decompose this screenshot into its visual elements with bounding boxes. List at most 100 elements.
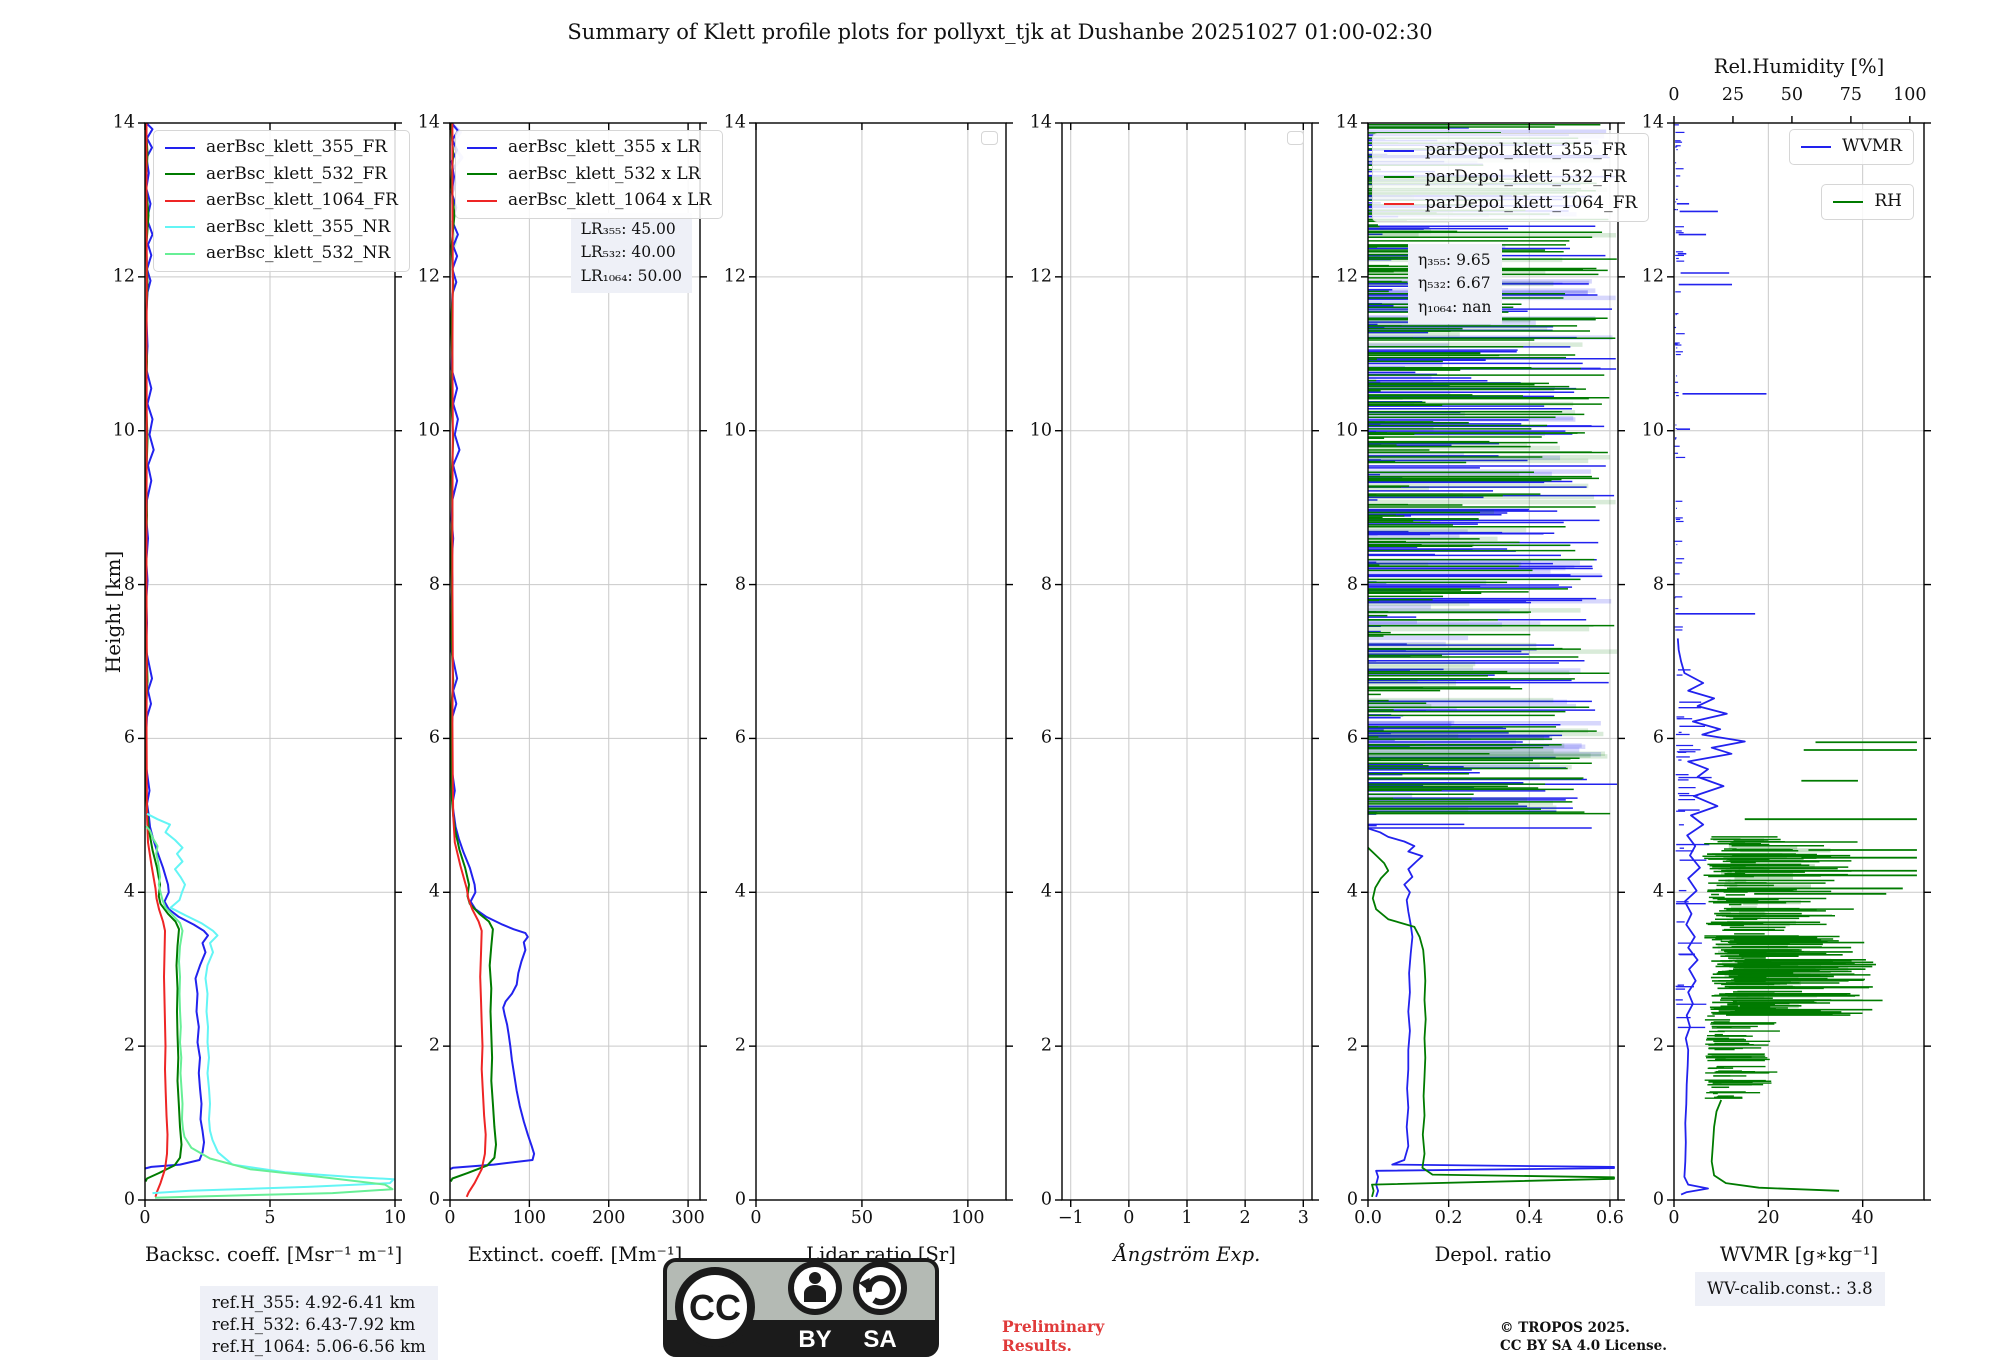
tick-marks	[138, 122, 402, 1207]
y-tick-label: 0	[734, 1189, 746, 1210]
top-axis-tick-label: 25	[1721, 85, 1745, 105]
annotation-line: LR₁₀₆₄: 50.00	[580, 266, 682, 285]
legend-extinct-0: aerBsc_klett_355 x LR aerBsc_klett_532 x …	[455, 130, 724, 219]
top-axis-tick-label: 100	[1893, 85, 1927, 105]
y-tick-label: 10	[1641, 419, 1664, 440]
y-tick-label: 14	[417, 112, 440, 133]
top-axis-tick-label: 50	[1780, 85, 1804, 105]
x-tick-label: 100	[951, 1208, 985, 1228]
y-tick-label: 0	[1652, 1189, 1664, 1210]
y-tick-label: 2	[1040, 1035, 1052, 1056]
x-tick-label: 0.4	[1515, 1208, 1544, 1228]
legend-line-sample	[467, 146, 497, 149]
gridlines	[756, 123, 1006, 1200]
y-tick-label: 0	[123, 1189, 135, 1210]
tick-marks	[443, 122, 707, 1207]
legend-item-label: aerBsc_klett_532_NR	[206, 243, 391, 264]
y-tick-label: 12	[112, 266, 135, 287]
y-tick-label: 10	[417, 419, 440, 440]
y-tick-label: 4	[428, 881, 440, 902]
wvmr-noise-high	[1674, 124, 1686, 631]
x-tick-label: 2	[1239, 1208, 1251, 1228]
annotation-depol: η₃₅₅: 9.65 η₅₃₂: 6.67 η₁₀₆₄: nan	[1408, 244, 1502, 324]
y-tick-label: 14	[112, 112, 135, 133]
y-tick-label: 6	[1652, 727, 1664, 748]
x-tick-label: 0	[1123, 1208, 1135, 1228]
y-tick-label: 4	[1040, 881, 1052, 902]
panel-angstrom: 0 2 4 6 8 10 12 14 −1 0 1 2 3 Ångström Exp.	[1030, 114, 1319, 1266]
x-tick-label: 0.2	[1434, 1208, 1463, 1228]
panel-extinct: 0 2 4 6 8 10 12 14 0 100 200 300 Extinct. coeff. [Mm…	[418, 114, 724, 1266]
plot-canvas-lidar-ratio	[749, 122, 1013, 1207]
cc-sa-label: SA	[863, 1326, 896, 1353]
depol-532-noise-long	[1368, 123, 1617, 815]
y-tick-label: 2	[1346, 1035, 1358, 1056]
ref-h-355: ref.H_355: 4.92-6.41 km	[212, 1293, 416, 1312]
series-parDepol_klett_355_FR	[1367, 827, 1615, 1198]
axes-spines	[449, 122, 701, 1201]
legend-empty-angstrom	[1287, 131, 1304, 145]
axes-spines	[1367, 122, 1619, 1201]
x-tick-label: 1	[1181, 1208, 1193, 1228]
y-tick-label: 10	[112, 419, 135, 440]
legend-item-label: aerBsc_klett_355_NR	[206, 216, 391, 237]
series-RH-base	[1710, 1099, 1840, 1192]
plot-canvas-wvmr	[1667, 116, 1931, 1207]
panel-wvmr: 0 2 4 6 8 10 12 14 0 20 40 WVMR [g∗kg⁻¹] 0 25 50 75 100 R…	[1642, 55, 1931, 1266]
y-tick-label: 4	[1652, 881, 1664, 902]
legend-line-sample	[165, 226, 195, 229]
y-tick-label: 0	[1346, 1189, 1358, 1210]
legend-line-sample	[467, 199, 497, 202]
series-aerBsc_klett_1064_FR	[145, 123, 169, 1198]
legend-line-sample	[1384, 149, 1414, 152]
y-tick-label: 12	[1029, 266, 1052, 287]
legend-wvmr-1: RH	[1821, 184, 1914, 220]
tick-marks	[749, 122, 1013, 1207]
annotation-line: LR₅₃₂: 40.00	[580, 243, 676, 262]
legend-item-label: RH	[1874, 191, 1902, 211]
legend-backsc-0: aerBsc_klett_355_FR aerBsc_klett_532_FR ae…	[153, 130, 410, 272]
x-tick-label: 0	[139, 1208, 151, 1228]
y-tick-label: 4	[1346, 881, 1358, 902]
y-tick-label: 14	[1335, 112, 1358, 133]
legend-line-sample	[1384, 202, 1414, 205]
annotation-line: η₁₀₆₄: nan	[1418, 297, 1492, 316]
x-axis-label-wvmr: WVMR [g∗kg⁻¹]	[1719, 1243, 1879, 1266]
y-tick-label: 10	[723, 419, 746, 440]
panel-backsc: 0 2 4 6 8 10 12 14 0 5 10 Backsc. coeff. [Msr⁻¹ m⁻¹…	[113, 114, 410, 1266]
legend-item-aerBsc_klett_355_FR: aerBsc_klett_355_FR	[165, 137, 398, 158]
legend-depol-0: parDepol_klett_355_FR parDepol_klett_532_…	[1372, 133, 1650, 222]
y-tick-label: 2	[428, 1035, 440, 1056]
x-tick-label: 50	[850, 1208, 874, 1228]
tropos-copyright: © TROPOS 2025. CC BY SA 4.0 License.	[1500, 1320, 1667, 1355]
panel-lidar-ratio: 0 2 4 6 8 10 12 14 0 50 100 Lidar ratio [Sr]	[724, 114, 1013, 1266]
y-tick-label: 6	[1346, 727, 1358, 748]
y-tick-label: 0	[428, 1189, 440, 1210]
x-tick-label: 10	[383, 1208, 407, 1228]
series-parDepol_klett_532_FR	[1367, 847, 1615, 1198]
legend-item-aerBsc_klett_355_NR: aerBsc_klett_355_NR	[165, 216, 398, 238]
cc-by-label: BY	[798, 1326, 831, 1353]
legend-item-label: parDepol_klett_355_FR	[1425, 140, 1627, 160]
legend-item-aerBsc_klett_532 x LR: aerBsc_klett_532 x LR	[467, 163, 711, 185]
legend-item-label: aerBsc_klett_532 x LR	[508, 163, 701, 184]
cc-by-sa-badge: CC BY SA	[663, 1258, 939, 1357]
x-tick-label: 0	[1668, 1208, 1680, 1228]
y-tick-label: 4	[734, 881, 746, 902]
x-axis-label-extinct: Extinct. coeff. [Mm⁻¹]	[467, 1243, 683, 1266]
rh-noise-2	[1709, 941, 1883, 1016]
tropos-line-1: © TROPOS 2025.	[1500, 1320, 1630, 1336]
x-tick-label: 0	[750, 1208, 762, 1228]
plot-canvas-backsc	[138, 122, 402, 1207]
x-tick-label: 3	[1297, 1208, 1309, 1228]
x-tick-label: 200	[592, 1208, 626, 1228]
x-axis-label-depol: Depol. ratio	[1434, 1243, 1552, 1266]
y-tick-label: 8	[123, 573, 135, 594]
series-WVMR	[1676, 638, 1746, 1196]
annotation-extinct: LR₃₅₅: 45.00 LR₅₃₂: 40.00 LR₁₀₆₄: 50.00	[570, 213, 692, 293]
y-tick-label: 8	[1040, 573, 1052, 594]
x-tick-label: 300	[671, 1208, 705, 1228]
rh-noise-pale	[1717, 845, 1849, 1009]
reference-height-box: ref.H_355: 4.92-6.41 km ref.H_532: 6.43-…	[200, 1286, 438, 1360]
